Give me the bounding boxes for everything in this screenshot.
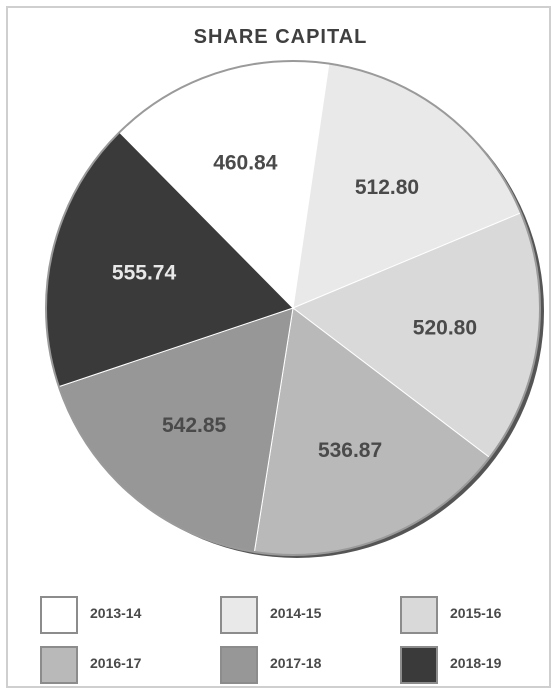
legend-swatch	[400, 596, 438, 634]
slice-value-label: 542.85	[162, 414, 227, 437]
legend-label: 2015-16	[450, 605, 502, 621]
legend: 2013-14 2014-15 2015-16 2016-17 2017-18 2018-…	[40, 596, 540, 686]
legend-swatch	[220, 596, 258, 634]
legend-label: 2018-19	[450, 655, 502, 671]
legend-swatch	[40, 596, 78, 634]
legend-label: 2017-18	[270, 655, 322, 671]
slice-value-label: 512.80	[355, 176, 419, 199]
slice-value-label: 555.74	[112, 262, 177, 285]
slice-value-label: 520.80	[413, 316, 477, 339]
legend-label: 2016-17	[90, 655, 142, 671]
pie-outline	[45, 60, 541, 556]
legend-label: 2014-15	[270, 605, 322, 621]
pie-chart: 460.84 512.80 520.80 536.87 542.85 555.74	[45, 60, 544, 558]
legend-label: 2013-14	[90, 605, 142, 621]
slice-value-label: 460.84	[213, 151, 278, 174]
legend-swatch	[40, 646, 78, 684]
slice-value-label: 536.87	[318, 439, 382, 462]
legend-swatch	[220, 646, 258, 684]
chart-title: SHARE CAPITAL	[193, 26, 368, 48]
legend-swatch	[400, 646, 438, 684]
chart-frame: SHARE CAPITAL 460.84 512.80 520.80 536.87 54…	[6, 6, 551, 688]
